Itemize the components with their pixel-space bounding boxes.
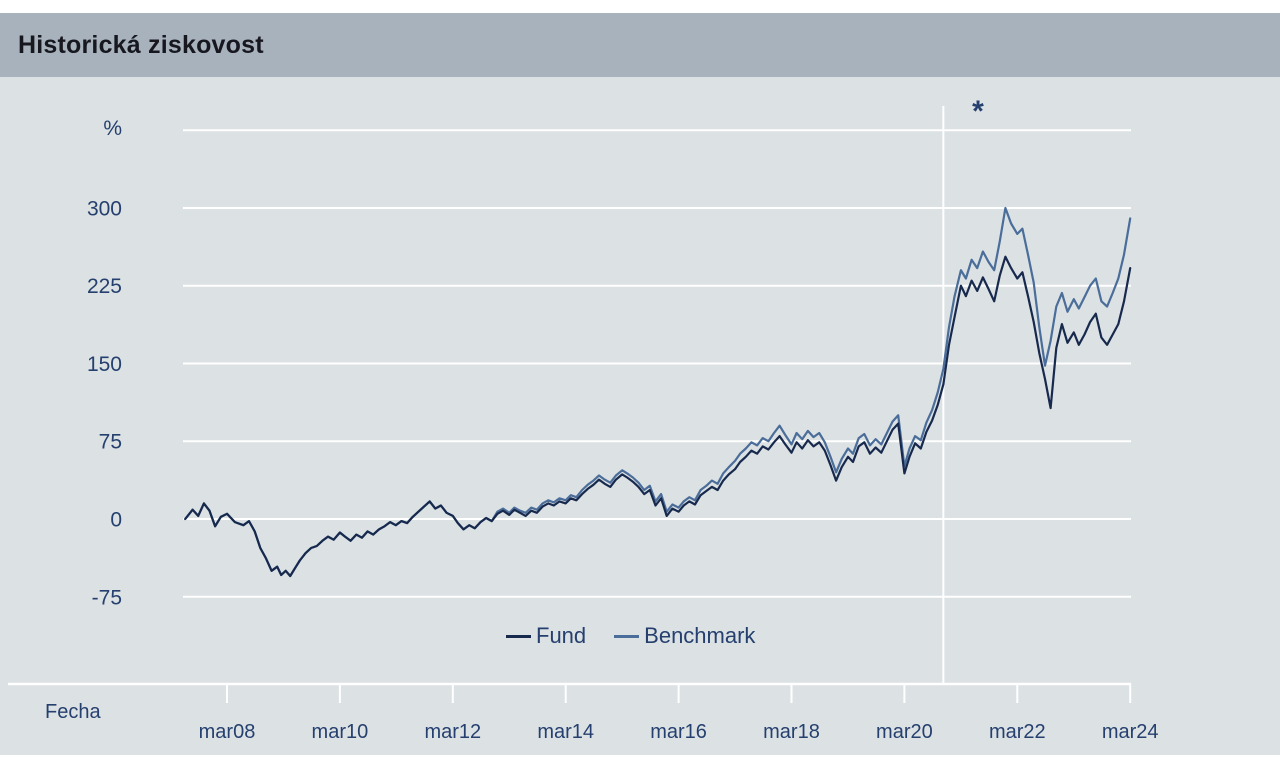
y-tick-label: 75 (99, 431, 122, 454)
x-tick-label: mar10 (312, 721, 369, 743)
y-tick-label: 300 (87, 197, 122, 220)
chart-legend: Fund Benchmark (506, 623, 755, 649)
y-axis-unit-label: % (103, 117, 122, 140)
benchmark-series-line (184, 206, 1132, 578)
chart-background (0, 77, 1280, 755)
x-tick-label: mar08 (199, 721, 256, 743)
x-tick-label: mar16 (650, 721, 707, 743)
x-tick-label: mar14 (537, 721, 594, 743)
y-tick-label: 0 (110, 509, 122, 532)
x-axis-title: Fecha (45, 701, 101, 723)
legend-label-benchmark: Benchmark (644, 623, 756, 648)
x-tick-label: mar12 (424, 721, 481, 743)
legend-label-fund: Fund (536, 623, 587, 648)
legend-item-fund: Fund (506, 623, 586, 649)
legend-item-benchmark: Benchmark (614, 623, 755, 649)
y-tick-label: 150 (87, 353, 122, 376)
y-tick-label: 225 (87, 275, 122, 298)
x-tick-label: mar20 (876, 721, 933, 743)
benchmark-line-swatch (614, 634, 640, 638)
fund-line-swatch (506, 634, 531, 638)
x-tick-label: mar18 (763, 721, 820, 743)
section-header-bar: Historická ziskovost (0, 13, 1280, 77)
x-tick-label: mar24 (1102, 721, 1159, 743)
fund-series-line (184, 255, 1132, 578)
footnote-asterisk-marker: * (972, 95, 984, 128)
x-tick-label: mar22 (989, 721, 1046, 743)
y-tick-label: -75 (92, 586, 122, 609)
section-title: Historická ziskovost (18, 30, 264, 59)
